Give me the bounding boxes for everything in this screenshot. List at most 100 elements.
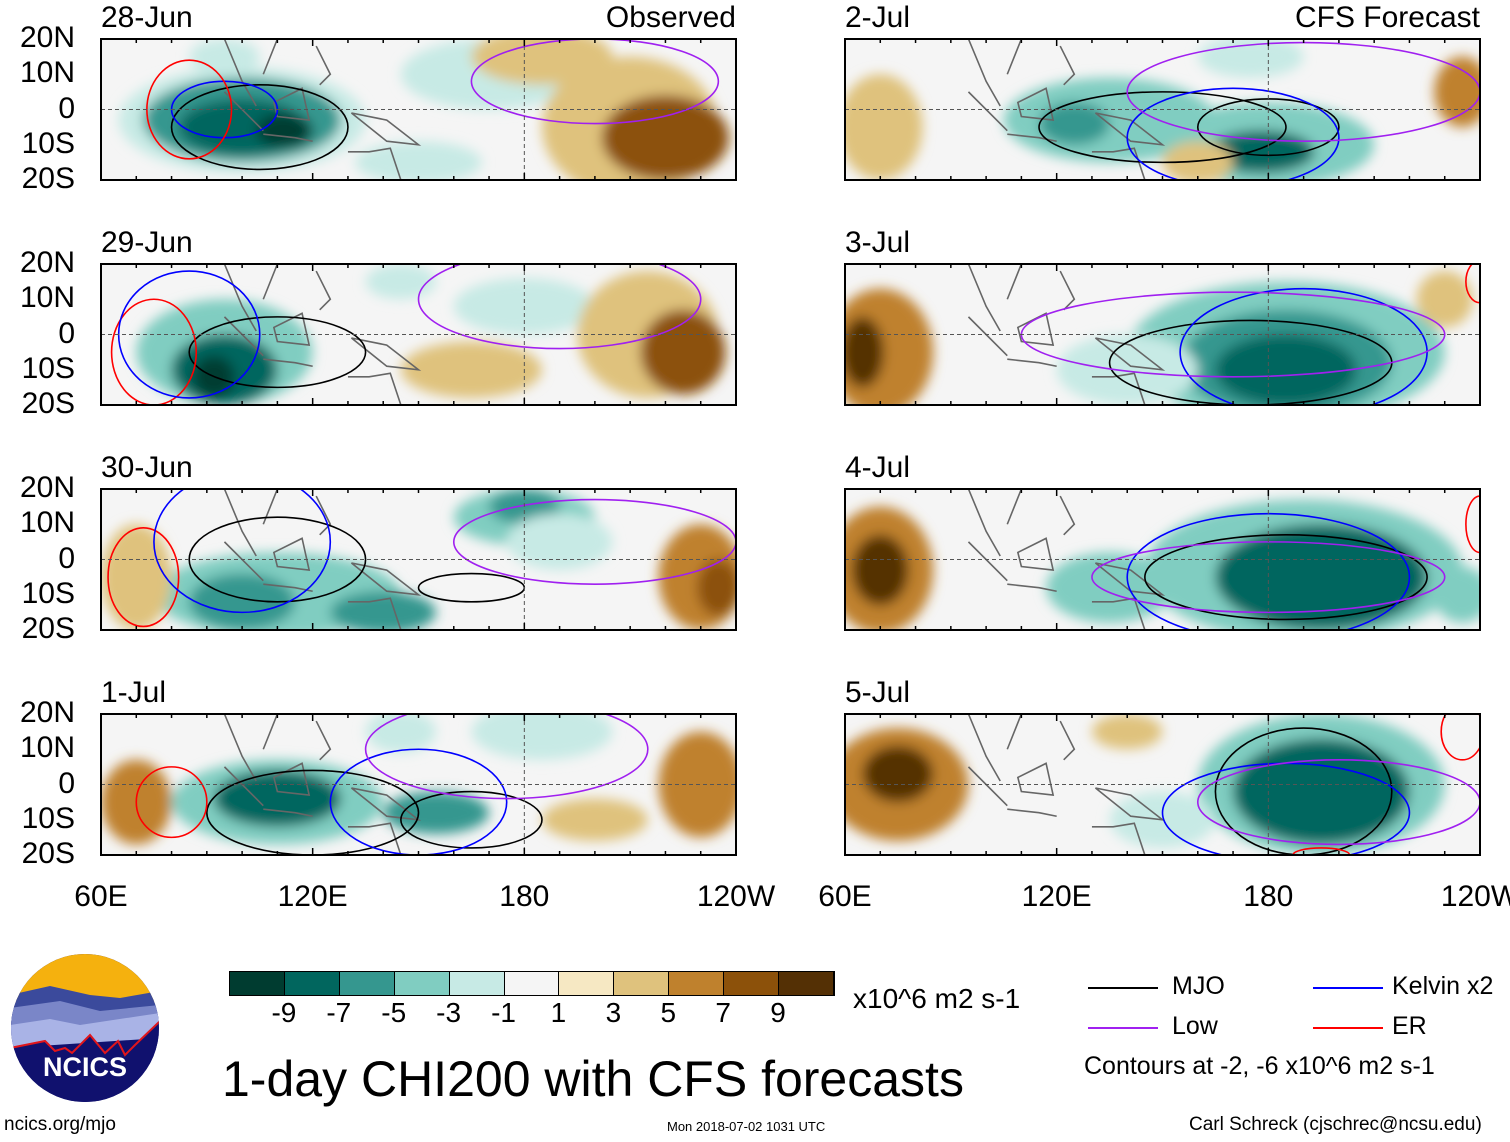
colorbar-swatch [669,972,725,995]
anomaly-region [1091,714,1163,750]
anomaly-region [256,113,313,149]
legend-line-mjo [1088,987,1158,989]
colorbar-swatch [559,972,615,995]
anomaly-region [601,95,729,180]
anomaly-region [471,39,613,85]
kelvin-contour [153,489,332,614]
x-tick-label: 60E [74,880,128,913]
y-tick-label: 0 [58,766,75,800]
colorbar-tick-label: 9 [770,997,786,1028]
coastline [967,714,1166,855]
er-contour [107,526,180,628]
y-tick-label: 20S [21,162,75,195]
coastline [967,264,1166,405]
coastline [967,39,1166,180]
anomaly-region [330,591,437,630]
anomaly-region [365,264,437,300]
panel-date: 4-Jul [845,451,911,484]
anomaly-region [471,714,613,760]
legend-label-mjo: MJO [1172,972,1225,1000]
anomaly-region [697,559,736,616]
colorbar-swatch [339,972,395,995]
anomaly-region [862,745,934,803]
mjo-contour [400,790,543,849]
anomaly-region [189,573,296,630]
y-tick-label: 20N [19,246,75,279]
map-panel-2-Jul [844,38,1481,181]
coastline [223,714,422,855]
x-tick-label: 60E [818,880,872,913]
anomaly-region [541,798,648,841]
coastline [967,489,1166,630]
er-contour [1465,495,1480,554]
x-tick-label: 180 [1243,880,1294,913]
y-tick-label: 10N [19,281,75,315]
x-tick-label: 120W [696,880,776,913]
er-contour [135,766,208,839]
mjo-contour [188,516,367,603]
anomaly-region [1197,39,1304,78]
er-contour [1465,264,1480,304]
x-tick-label: 120E [277,880,348,913]
anomaly-region [101,524,172,630]
colorbar-tick-label: -7 [326,997,352,1028]
anomaly-region [1416,271,1473,328]
panel-date: 30-Jun [101,451,193,484]
colorbar-tick-label: 1 [550,997,567,1028]
panel-date: 3-Jul [845,226,911,259]
map-panel-5-Jul [844,713,1481,856]
colorbar-tick-label: 5 [660,997,677,1028]
ncics-logo: NCICS [11,954,159,1102]
anomaly-region [1039,102,1110,145]
anomaly-region [365,714,437,753]
y-tick-label: 20S [21,612,75,645]
anomaly-region [640,309,726,395]
y-tick-label: 10N [19,731,75,765]
colorbar-units: x10^6 m2 s-1 [853,983,1021,1014]
x-tick-label: 120E [1021,880,1092,913]
legend-line-kelvin [1313,987,1383,989]
mjo-contour [1038,91,1287,164]
map-panel-4-Jul [844,488,1481,631]
figure-title: 1-day CHI200 with CFS forecasts [222,1051,964,1107]
anomaly-region [1434,566,1480,623]
coastline [223,489,422,630]
kelvin-contour [1126,87,1340,180]
colorbar-tick-label: 7 [715,997,731,1028]
y-tick-label: 20N [19,471,75,504]
contours-note: Contours at -2, -6 x10^6 m2 s-1 [1084,1052,1435,1080]
kelvin-contour [329,748,508,855]
panel-date: 29-Jun [101,226,193,259]
mjo-contour [188,316,367,389]
colorbar-tick-label: -3 [436,997,462,1028]
y-tick-label: 10N [19,56,75,90]
low-contour [453,498,736,585]
y-tick-label: 10S [21,801,75,835]
low-contour [470,39,720,125]
anomaly-region [400,341,542,398]
y-tick-label: 20N [19,696,75,729]
legend-label-kelvin: Kelvin x2 [1392,972,1494,1000]
colorbar [229,971,835,996]
map-panel-29-Jun [100,263,737,406]
footer-url[interactable]: ncics.org/mjo [4,1114,116,1135]
colorbar-swatch [394,972,450,995]
mjo-contour [1144,534,1428,621]
mjo-contour [1214,727,1393,855]
anomaly-region [1056,334,1198,405]
anomaly-region [1215,334,1357,405]
anomaly-region [506,513,613,571]
colorbar-tick-label: -5 [381,997,407,1028]
er-contour [1440,714,1480,761]
y-tick-label: 0 [58,316,75,350]
anomaly-region [383,791,490,834]
logo-text: NCICS [43,1052,127,1082]
map-panel-28-Jun [100,38,737,181]
coastline [223,39,422,180]
colorbar-swatch [779,972,834,995]
panel-date: 2-Jul [845,1,911,34]
y-tick-label: 20S [21,837,75,870]
mjo-contour [170,84,349,171]
colorbar-swatch [284,972,340,995]
anomaly-region [213,770,341,827]
